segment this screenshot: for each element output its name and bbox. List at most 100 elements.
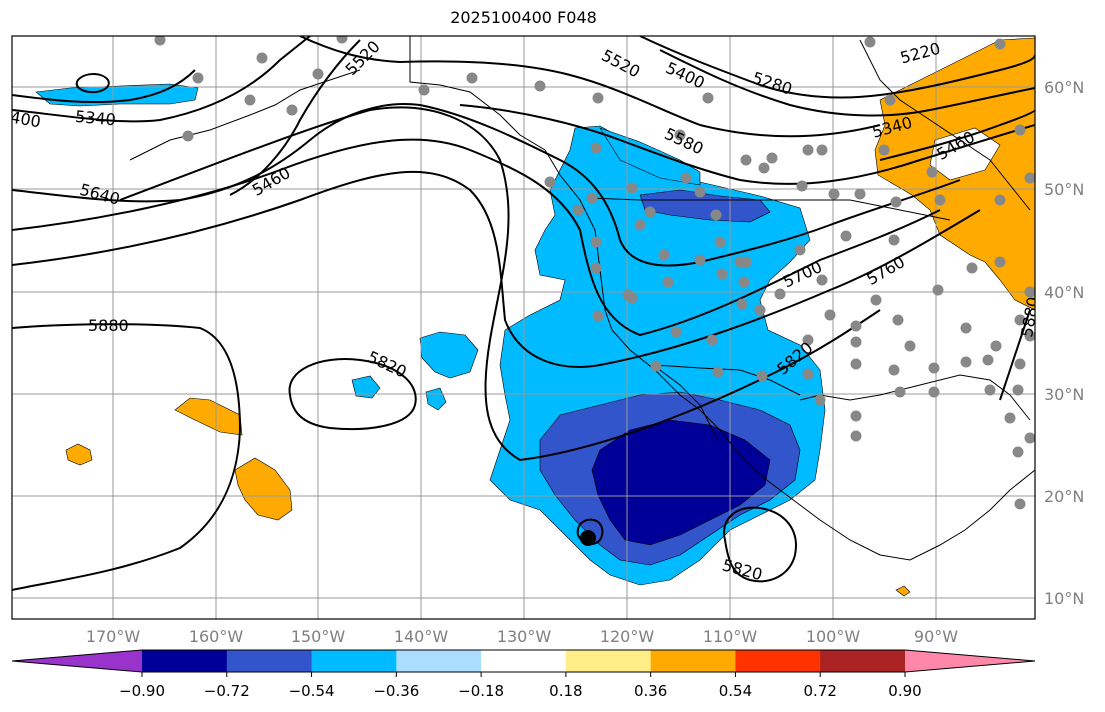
coastline-baja: [659, 369, 719, 441]
station-dot: [894, 386, 906, 398]
contour-5400: [12, 36, 311, 123]
contour-low-small: [75, 73, 110, 94]
lon-label-130w: 130°W: [497, 627, 552, 646]
station-dot: [928, 386, 940, 398]
station-dot: [1024, 286, 1035, 298]
station-dot: [802, 368, 814, 380]
station-dot: [712, 366, 724, 378]
colorbar-segment: [396, 650, 482, 672]
station-dot: [802, 334, 814, 346]
field-dark-blue-core: [591, 419, 771, 546]
station-dot: [960, 356, 972, 368]
station-dot: [650, 360, 662, 372]
colorbar-segment: [650, 650, 736, 672]
station-dot: [740, 154, 752, 166]
colorbar-segment: [565, 650, 652, 672]
station-dot: [192, 72, 204, 84]
coastline-alaska: [409, 36, 1035, 561]
station-dot: [850, 320, 862, 332]
station-dot: [418, 84, 430, 96]
us-canada-border: [589, 197, 951, 221]
station-dot: [794, 244, 806, 256]
colorbar-tick-label: 0.36: [634, 682, 667, 700]
field-orange-blob-2: [234, 457, 293, 521]
station-dot: [854, 188, 866, 200]
contour-label: 5340: [74, 107, 116, 129]
station-dot: [1024, 330, 1035, 342]
contour-5460-east: [879, 109, 1035, 161]
station-dot: [840, 230, 852, 242]
contour-5760: [12, 170, 981, 368]
station-dot: [1014, 314, 1026, 326]
station-dot: [850, 410, 862, 422]
station-dot: [774, 288, 786, 300]
coastline-east: [859, 39, 1031, 211]
station-dot: [626, 292, 638, 304]
colorbar-tick-label: 0.18: [549, 682, 582, 700]
lon-label-140w: 140°W: [394, 627, 449, 646]
station-dot: [802, 144, 814, 156]
colorbar-tick-label: −0.54: [289, 682, 335, 700]
station-dot: [1014, 358, 1026, 370]
lon-label-120w: 120°W: [600, 627, 655, 646]
contour-label: 5880: [88, 316, 129, 335]
station-dot: [796, 180, 808, 192]
lon-label-110w: 110°W: [703, 627, 758, 646]
lon-label-160w: 160°W: [189, 627, 244, 646]
map-frame: [11, 35, 1036, 620]
contour-5280: [639, 36, 1035, 99]
station-dot: [590, 236, 602, 248]
station-dot: [1024, 432, 1035, 444]
lat-label-30n: 30°N: [1044, 385, 1084, 404]
lat-label-60n: 60°N: [1044, 78, 1084, 97]
colorbar-segment: [226, 650, 313, 672]
station-dot: [702, 92, 714, 104]
station-dot: [1014, 124, 1026, 136]
station-dot: [694, 254, 706, 266]
station-dot: [870, 294, 882, 306]
colorbar-tick-label: −0.36: [373, 682, 419, 700]
lat-label-10n: 10°N: [1044, 589, 1084, 608]
station-dot: [590, 142, 602, 154]
colorbar-tick-label: 0.90: [888, 682, 921, 700]
colorbar-segment: [735, 650, 821, 672]
station-dot: [626, 182, 638, 194]
station-dot: [990, 340, 1002, 352]
station-dot: [754, 304, 766, 316]
station-dot: [670, 326, 682, 338]
station-dot: [864, 36, 876, 48]
station-dot: [824, 309, 836, 321]
lat-label-40n: 40°N: [1044, 283, 1084, 302]
colorbar: −0.90 −0.72 −0.54 −0.36 −0.18 0.18 0.36 0.54 0.7…: [11, 649, 1036, 700]
station-dot: [1004, 412, 1016, 424]
latitude-labels: 60°N 50°N 40°N 30°N 20°N 10°N: [1044, 78, 1084, 608]
station-dot: [928, 362, 940, 374]
station-dot: [814, 394, 826, 406]
station-dot: [244, 94, 256, 106]
station-dot: [694, 186, 706, 198]
field-orange-blob-1: [174, 397, 243, 436]
lon-label-170w: 170°W: [86, 627, 141, 646]
map-title: 2025100400 F048: [450, 8, 597, 27]
station-dot: [634, 219, 646, 231]
station-dot: [572, 204, 584, 216]
colorbar-segment: [311, 650, 397, 672]
station-markers: [154, 36, 1035, 510]
station-dot: [706, 334, 718, 346]
station-dot: [850, 336, 862, 348]
station-dot: [934, 194, 946, 206]
field-pacific-blob-2: [351, 375, 381, 399]
station-dot: [766, 152, 778, 164]
contour-label: 5880: [1017, 295, 1043, 338]
station-dot: [816, 274, 828, 286]
lat-label-50n: 50°N: [1044, 180, 1084, 199]
contour-5820-south: [723, 506, 797, 583]
station-dot: [984, 384, 996, 396]
shaded-fields: [35, 37, 1035, 597]
colorbar-segment-over: [905, 650, 1035, 672]
station-dot: [466, 72, 478, 84]
station-dot: [966, 262, 978, 274]
station-dot: [256, 52, 268, 64]
station-dot: [590, 262, 602, 274]
station-dot: [1024, 172, 1035, 184]
